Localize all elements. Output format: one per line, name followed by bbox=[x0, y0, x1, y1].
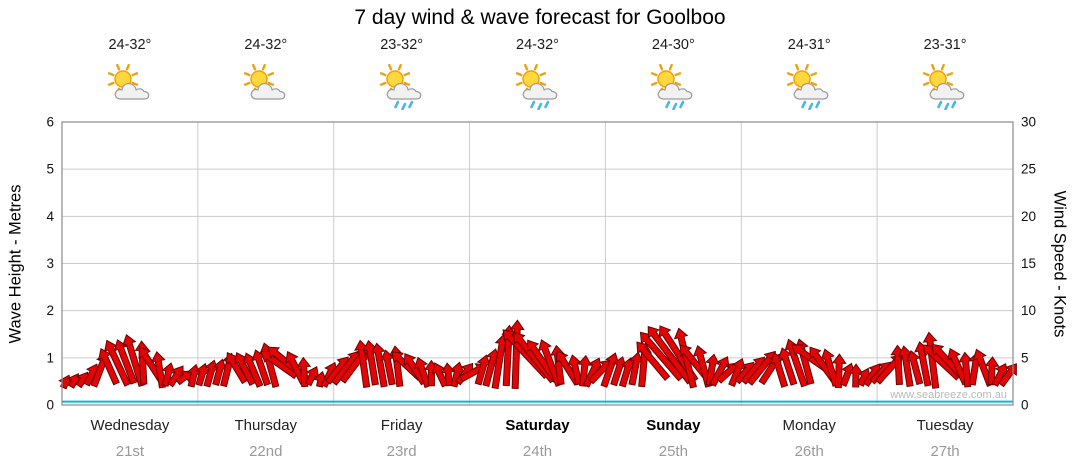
left-axis-title: Wave Height - Metres bbox=[6, 184, 25, 344]
wind-arrow bbox=[998, 363, 1017, 388]
left-tick-label: 2 bbox=[46, 303, 54, 318]
right-tick-label: 20 bbox=[1021, 209, 1036, 224]
left-tick-label: 3 bbox=[46, 256, 54, 271]
wind-arrow bbox=[906, 350, 924, 386]
day-name: Sunday bbox=[646, 417, 701, 434]
weather-icon bbox=[242, 63, 290, 110]
day-name: Monday bbox=[782, 417, 836, 434]
day-date: 21st bbox=[115, 443, 145, 460]
watermark: www.seabreeze.com.au bbox=[890, 389, 1007, 401]
day-name: Wednesday bbox=[90, 417, 170, 434]
chart-title: 7 day wind & wave forecast for Goolboo bbox=[354, 6, 726, 29]
left-tick-label: 1 bbox=[46, 350, 54, 365]
temperature-range: 23-31° bbox=[923, 37, 967, 53]
day-name: Tuesday bbox=[916, 417, 974, 434]
weather-icon bbox=[514, 63, 562, 111]
left-tick-label: 5 bbox=[46, 162, 54, 177]
wind-arrow bbox=[113, 339, 138, 385]
left-tick-label: 0 bbox=[46, 398, 54, 413]
weather-icon bbox=[378, 63, 426, 111]
weather-icon bbox=[649, 63, 697, 111]
day-date: 25th bbox=[658, 443, 688, 460]
right-tick-label: 30 bbox=[1021, 115, 1036, 130]
axis-tick-labels: 0 1 2 3 4 5 6 0 5 10 15 20 25 30 bbox=[46, 115, 1036, 413]
partly-cloudy-icon bbox=[243, 63, 286, 100]
partly-cloudy-showers-icon bbox=[922, 63, 965, 111]
wind-arrows bbox=[58, 319, 1017, 390]
temperature-range: 24-30° bbox=[651, 37, 695, 53]
weather-icon bbox=[106, 63, 154, 110]
wind-arrow bbox=[413, 356, 432, 389]
day-date: 24th bbox=[522, 443, 553, 460]
partly-cloudy-showers-icon bbox=[787, 63, 829, 111]
wind-arrow bbox=[705, 353, 720, 386]
wind-arrow bbox=[958, 351, 974, 388]
partly-cloudy-showers-icon bbox=[651, 63, 693, 111]
temperature-range: 24-32° bbox=[244, 37, 288, 53]
right-tick-label: 15 bbox=[1021, 256, 1036, 271]
wind-arrow bbox=[122, 334, 146, 388]
weather-icon bbox=[921, 63, 969, 111]
temperature-range: 23-32° bbox=[380, 37, 424, 53]
wind-arrow bbox=[984, 356, 1000, 386]
right-tick-label: 10 bbox=[1021, 303, 1036, 318]
wind-arrow bbox=[370, 342, 388, 388]
day-name: Friday bbox=[380, 417, 423, 434]
wind-arrow bbox=[673, 327, 697, 389]
day-date: 23rd bbox=[386, 443, 417, 460]
day-name: Saturday bbox=[505, 417, 570, 434]
day-date: 22nd bbox=[249, 443, 283, 460]
wind-arrow bbox=[577, 354, 593, 387]
day-date: 27th bbox=[930, 443, 960, 460]
temperature-range: 24-32° bbox=[516, 37, 559, 53]
wind-arrow bbox=[150, 350, 166, 389]
right-tick-label: 0 bbox=[1021, 398, 1029, 413]
temperature-range: 24-31° bbox=[787, 37, 831, 53]
partly-cloudy-showers-icon bbox=[515, 63, 557, 111]
day-name: Thursday bbox=[234, 417, 298, 434]
left-tick-label: 4 bbox=[46, 209, 54, 224]
right-tick-label: 25 bbox=[1021, 162, 1036, 177]
wind-arrow bbox=[922, 331, 940, 389]
temperature-range: 24-32° bbox=[108, 37, 152, 53]
gridlines bbox=[62, 122, 1013, 405]
partly-cloudy-showers-icon bbox=[379, 63, 421, 111]
plot-border bbox=[61, 121, 1014, 406]
partly-cloudy-icon bbox=[107, 63, 150, 100]
weather-icon bbox=[785, 63, 833, 111]
wind-arrow bbox=[537, 339, 563, 388]
left-tick-label: 6 bbox=[46, 115, 54, 130]
right-tick-label: 5 bbox=[1021, 350, 1029, 365]
day-date: 26th bbox=[794, 443, 824, 460]
wind-arrow bbox=[831, 353, 847, 389]
right-axis-title: Wind Speed - Knots bbox=[1050, 190, 1069, 338]
